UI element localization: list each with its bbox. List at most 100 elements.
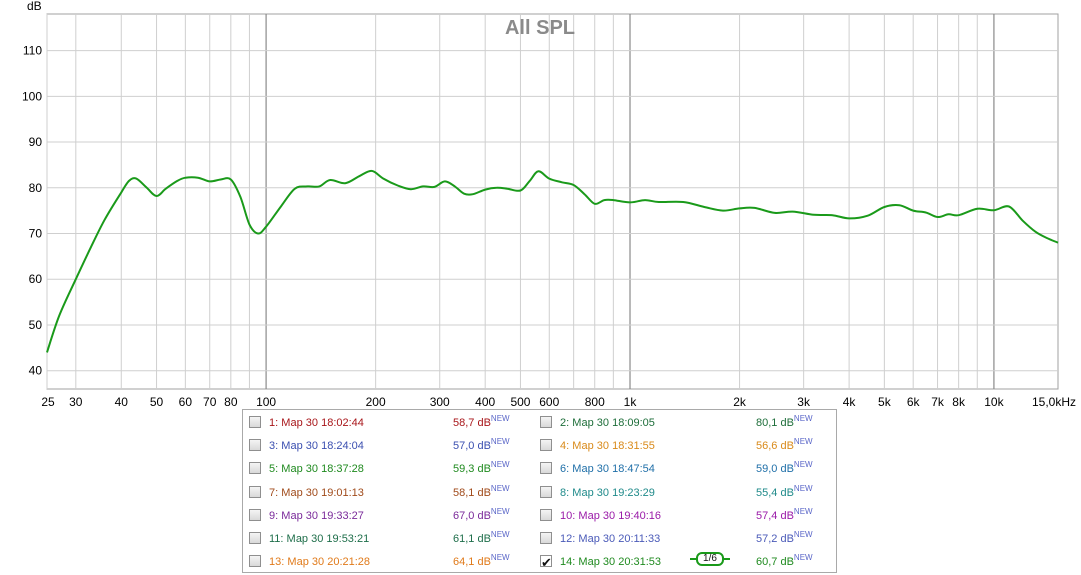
legend-item[interactable]: 2: Мар 30 18:09:05 80,1 dBNEW [540,412,825,434]
y-tick-label: 60 [29,272,43,286]
x-tick-label: 200 [366,395,386,409]
legend-checkbox[interactable]: ✔ [540,555,552,570]
legend-item-label: 2: Мар 30 18:09:05 [560,417,655,429]
new-badge: NEW [793,460,813,470]
legend-checkbox[interactable] [540,462,552,475]
new-badge: NEW [793,437,813,447]
legend-item-label: 12: Мар 30 20:11:33 [560,533,661,545]
new-badge: NEW [490,460,510,470]
legend-checkbox[interactable] [249,462,261,475]
new-badge: NEW [793,414,813,423]
y-tick-label: 90 [29,135,43,149]
x-tick-labels: 25 30 40 50 60 70 80 100 200 300 400 500 600 800 1k 2k 3… [41,395,1076,409]
legend-item[interactable]: 8: Мар 30 19:23:29 55,4 dBNEW [540,482,825,504]
level-value: 56,6 dB [756,440,794,453]
x-tick-label: 15,0kHz [1032,395,1076,409]
legend-item-value: 64,1 dBNEW [453,551,510,573]
legend-item-label: 8: Мар 30 19:23:29 [560,486,655,499]
legend-item[interactable]: 1: Мар 30 18:02:44 58,7 dBNEW [249,412,534,434]
legend-item-label: 6: Мар 30 18:47:54 [560,463,655,476]
y-tick-label: 50 [29,318,43,332]
legend-item-label: 14: Мар 30 20:31:53 [560,556,662,569]
new-badge: NEW [490,506,510,516]
level-value: 80,1 dB [756,417,794,429]
new-badge: NEW [793,483,813,493]
legend-item[interactable]: 9: Мар 30 19:33:27 67,0 dBNEW [249,505,534,527]
x-tick-label: 6k [907,395,921,409]
x-tick-label: 2k [733,395,747,409]
y-tick-label: 110 [23,44,42,58]
x-tick-label: 5k [878,395,892,409]
legend-item[interactable]: 3: Мар 30 18:24:04 57,0 dBNEW [249,435,534,457]
legend-checkbox[interactable] [249,555,261,568]
legend-item[interactable]: 10: Мар 30 19:40:16 57,4 dBNEW [540,505,825,527]
legend-item[interactable]: ✔ 14: Мар 30 20:31:53 60,7 dBNEW [540,551,825,573]
legend-item[interactable]: 4: Мар 30 18:31:55 56,6 dBNEW [540,435,825,457]
legend-checkbox[interactable] [249,532,261,544]
x-tick-label: 25 [41,395,55,409]
grid-lines [46,14,1058,389]
chart-title: All SPL [505,17,575,39]
series-line [46,169,1059,353]
y-axis-unit-label: dB [27,0,42,13]
legend-item[interactable]: 11: Мар 30 19:53:21 61,1 dBNEW [249,528,534,550]
x-tick-label: 60 [179,395,193,409]
x-tick-label: 40 [115,395,129,409]
legend-checkbox[interactable] [540,508,552,521]
legend-checkbox[interactable] [540,439,552,452]
legend-item-label: 4: Мар 30 18:31:55 [560,440,655,453]
x-tick-label: 300 [430,395,450,409]
legend-item[interactable]: 12: Мар 30 20:11:33 57,2 dBNEW [540,528,825,550]
level-value: 67,0 dB [453,509,491,522]
legend-checkbox[interactable] [249,439,261,452]
y-tick-label: 70 [29,227,43,241]
new-badge: NEW [490,530,510,539]
legend-item-value: 57,4 dBNEW [756,505,813,527]
checkmark-icon: ✔ [541,555,552,571]
y-tick-label: 80 [29,181,43,195]
x-tick-label: 50 [150,395,164,409]
level-value: 55,4 dB [756,486,794,499]
new-badge: NEW [793,506,813,516]
legend-item-label: 3: Мар 30 18:24:04 [269,440,364,453]
measurement-legend: 1: Мар 30 18:02:44 58,7 dBNEW 2: Мар 30 18… [242,409,837,573]
x-tick-label: 70 [203,395,217,409]
legend-item-value: 56,6 dBNEW [756,435,813,457]
level-value: 58,1 dB [453,486,491,499]
legend-item-value: 58,7 dBNEW [453,412,510,434]
legend-item-label: 1: Мар 30 18:02:44 [269,417,364,429]
legend-item-label: 5: Мар 30 18:37:28 [269,463,364,476]
legend-item-label: 10: Мар 30 19:40:16 [560,509,662,522]
legend-item[interactable]: 5: Мар 30 18:37:28 59,3 dBNEW [249,458,534,480]
legend-checkbox[interactable] [249,485,261,498]
x-tick-label: 800 [585,395,605,409]
legend-item[interactable]: 13: Мар 30 20:21:28 64,1 dBNEW [249,551,534,573]
legend-item[interactable]: 7: Мар 30 19:01:13 58,1 dBNEW [249,482,534,504]
x-tick-label: 600 [539,395,559,409]
legend-checkbox[interactable] [540,485,552,498]
level-value: 57,4 dB [756,509,794,522]
legend-checkbox[interactable] [249,416,261,428]
legend-item-value: 67,0 dBNEW [453,505,510,527]
legend-item-value: 57,0 dBNEW [453,435,510,457]
legend-item-value: 60,7 dBNEW [756,551,813,573]
smoothing-indicator[interactable]: 1/6 [690,552,730,566]
legend-item-value: 61,1 dBNEW [453,528,510,550]
level-value: 57,2 dB [756,533,794,545]
legend-item-value: 59,0 dBNEW [756,458,813,480]
new-badge: NEW [490,414,510,423]
legend-item[interactable]: 6: Мар 30 18:47:54 59,0 dBNEW [540,458,825,480]
x-tick-label: 8k [952,395,966,409]
legend-checkbox[interactable] [540,416,552,428]
legend-item-label: 7: Мар 30 19:01:13 [269,486,364,499]
legend-item-value: 80,1 dBNEW [756,412,813,434]
x-tick-label: 100 [256,395,276,409]
x-tick-label: 3k [797,395,811,409]
level-value: 64,1 dB [453,556,491,569]
x-tick-label: 30 [69,395,83,409]
legend-checkbox[interactable] [249,508,261,521]
legend-item-value: 59,3 dBNEW [453,458,510,480]
legend-checkbox[interactable] [540,532,552,544]
new-badge: NEW [490,483,510,493]
y-tick-label: 100 [22,89,42,103]
